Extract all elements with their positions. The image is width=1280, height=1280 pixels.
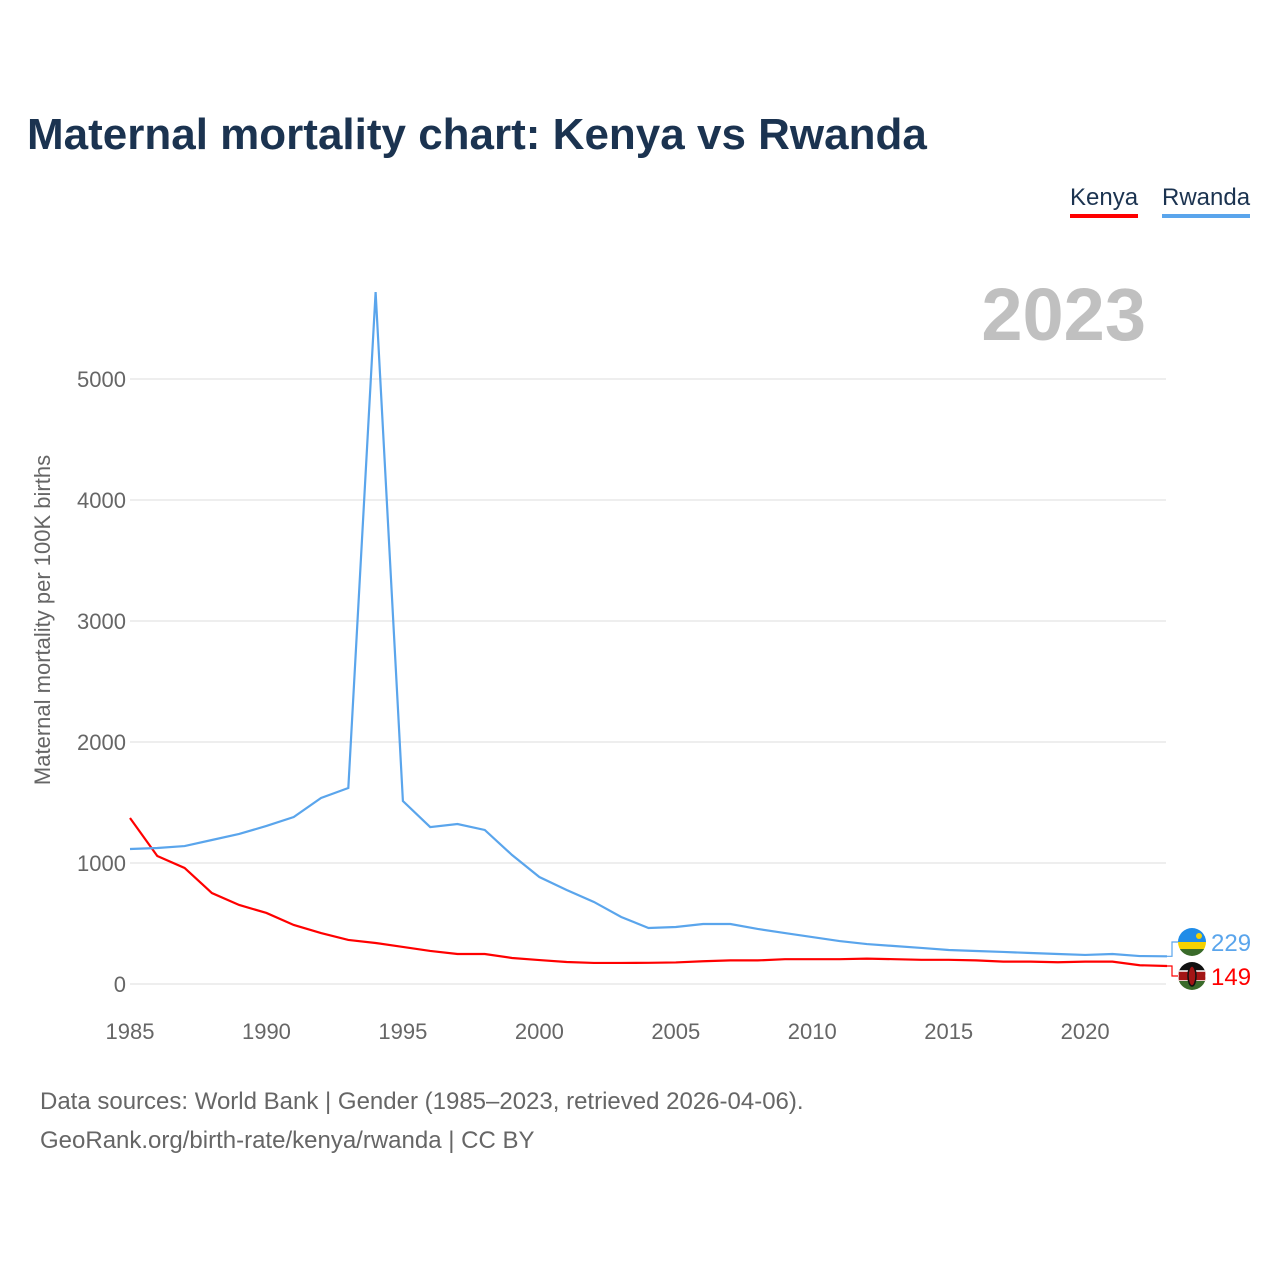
y-tick-label: 1000 <box>77 851 126 876</box>
end-value-label-kenya: 149 <box>1211 964 1251 991</box>
x-tick-label: 2020 <box>1061 1019 1110 1044</box>
x-tick-label: 2000 <box>515 1019 564 1044</box>
x-tick-label: 2005 <box>651 1019 700 1044</box>
footer-sources: Data sources: World Bank | Gender (1985–… <box>40 1088 804 1115</box>
y-tick-label: 3000 <box>77 609 126 634</box>
series-line-rwanda <box>129 291 1168 958</box>
end-value-label-rwanda: 229 <box>1211 930 1251 957</box>
rwanda-flag-icon <box>1178 928 1206 956</box>
legend-kenya[interactable]: Kenya <box>1070 184 1139 218</box>
x-tick-label: 2010 <box>788 1019 837 1044</box>
y-tick-label: 0 <box>114 972 126 997</box>
y-tick-label: 2000 <box>77 730 126 755</box>
end-connector <box>1167 941 1178 957</box>
legend-rwanda[interactable]: Rwanda <box>1162 184 1251 218</box>
y-axis-label: Maternal mortality per 100K births <box>30 455 55 785</box>
year-label: 2023 <box>981 273 1146 356</box>
series-line-kenya <box>129 817 1168 968</box>
footer-link[interactable]: GeoRank.org/birth-rate/kenya/rwanda | CC… <box>40 1127 535 1154</box>
x-tick-label: 1985 <box>106 1019 155 1044</box>
chart-title: Maternal mortality chart: Kenya vs Rwand… <box>27 110 927 159</box>
y-tick-label: 4000 <box>77 488 126 513</box>
x-tick-label: 1990 <box>242 1019 291 1044</box>
kenya-flag-icon <box>1178 962 1206 990</box>
x-tick-label: 2015 <box>924 1019 973 1044</box>
x-tick-label: 1995 <box>378 1019 427 1044</box>
y-tick-label: 5000 <box>77 367 126 392</box>
end-connector <box>1167 965 1178 977</box>
